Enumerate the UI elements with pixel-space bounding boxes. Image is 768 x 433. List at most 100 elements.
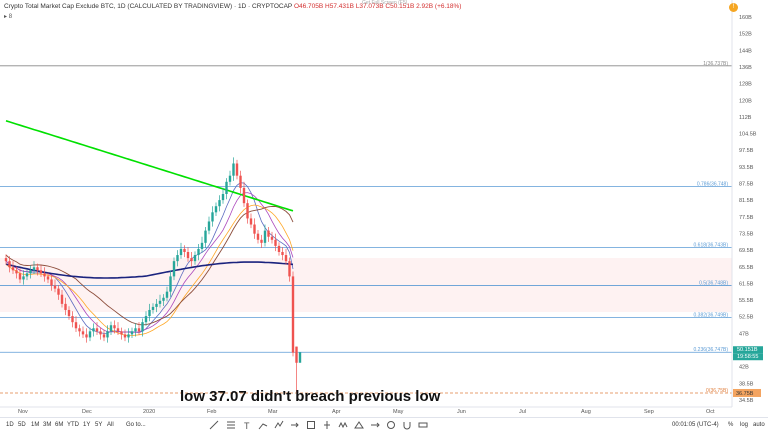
candle-body [67,309,71,317]
price-tick: 52.5B [739,315,754,321]
low-price-tag [733,388,761,397]
price-tick: 34.5B [739,398,754,404]
fib-label: 0.786(36.748) [697,181,728,187]
candle-body [253,224,256,234]
indicator-collapse[interactable]: ▸ 8 [4,14,13,20]
measure-icon[interactable] [322,420,332,430]
candle-body [165,291,169,298]
candle-body [22,276,25,280]
candle-body [274,239,277,246]
magnet-icon[interactable] [402,420,412,430]
fib-label: 0(36.75B) [706,388,728,394]
candle-body [204,230,207,243]
fib-label: 1(36.737B) [703,61,728,67]
candle-body [218,200,221,207]
candle-body [95,328,99,332]
brush-icon[interactable] [258,420,268,430]
wave-icon[interactable] [338,420,348,430]
candle-body [214,206,218,213]
icon-picker-icon[interactable] [386,420,396,430]
percent-toggle[interactable]: % [728,422,734,428]
candle-body [11,267,15,271]
candle-body [186,251,190,259]
ma-short-line [5,182,294,334]
candle-body [71,316,74,323]
low-price-label: 36.75B [736,391,754,397]
interval-6m[interactable]: 6M [55,422,64,428]
auto-toggle[interactable]: auto [753,422,765,428]
ma-orange-line [5,204,294,336]
interval-1m[interactable]: 1M [31,422,40,428]
candle-body [39,270,43,274]
last-price-tag [733,346,763,354]
trend-line-icon[interactable] [209,420,219,430]
price-tick: 97.5B [739,148,754,154]
candle-body [46,276,50,280]
candle-body [249,218,253,225]
candle-body [211,212,214,222]
clock-time[interactable]: 00:01:05 (UTC-4) [672,422,719,428]
fullscreen-hint: Get Full Screen (F5) [362,0,408,6]
arrow-icon[interactable] [290,420,300,430]
candle-body [151,306,155,310]
time-label: Feb [207,409,217,415]
pattern-icon[interactable] [274,420,284,430]
candle-body [25,273,29,277]
price-tick: 81.5B [739,198,754,204]
interval-ytd[interactable]: YTD [67,422,79,428]
time-label: Sep [644,409,654,415]
candle-body [88,331,92,338]
candle-body [92,328,95,332]
candle-body [102,334,106,338]
candle-body [225,181,228,195]
fib-icon[interactable] [226,420,236,430]
candle-body [295,346,298,363]
time-axis: Nov Dec 2020 Feb Mar Apr May Jun Jul Aug… [0,407,732,417]
price-tick: 136B [739,65,752,71]
log-toggle[interactable]: log [740,422,749,428]
rectangle-icon[interactable] [306,420,316,430]
price-tick: 38.5B [739,381,754,387]
candle-body [263,230,267,243]
text-icon[interactable]: T [242,420,252,430]
candle-body [169,276,172,292]
price-tick: 65.5B [739,265,754,271]
price-tick: 128B [739,82,752,88]
interval-1d[interactable]: 1D [6,422,14,428]
candle-body [57,288,60,295]
candle-body [172,261,176,277]
time-label: May [393,409,404,415]
candle-body [144,316,148,323]
interval-all[interactable]: All [107,422,114,428]
candle-body [239,175,242,188]
change-value: 2.92B (+6.18%) [416,3,462,10]
candle-body [193,255,197,262]
alert-icon[interactable]: ! [729,3,738,12]
candle-body [284,255,288,262]
candle-body [43,273,46,277]
candle-body [197,248,200,256]
price-tick: 77.5B [739,215,754,221]
time-label: Jul [519,409,527,415]
fib-label: 0.382(36.749B) [694,313,729,319]
price-tick: 112B [739,115,752,121]
time-label: Oct [706,409,715,415]
candle-body [130,331,134,335]
interval-3m[interactable]: 3M [43,422,52,428]
fib-label: 0.5(36.748B) [699,281,728,287]
candle-body [64,303,67,310]
interval-5y[interactable]: 5Y [95,422,103,428]
price-tick: 93.5B [739,165,754,171]
interval-5d[interactable]: 5D [18,422,26,428]
price-tick: 55.5B [739,298,754,304]
ruler-icon[interactable] [418,420,428,430]
forecast-icon[interactable] [354,420,364,430]
projection-icon[interactable] [370,420,380,430]
goto-button[interactable]: Go to... [126,422,146,428]
candle-body [74,322,78,329]
time-label: Jun [457,409,466,415]
time-label: Dec [82,409,92,415]
candle-body [190,258,193,262]
interval-1y[interactable]: 1Y [83,422,91,428]
